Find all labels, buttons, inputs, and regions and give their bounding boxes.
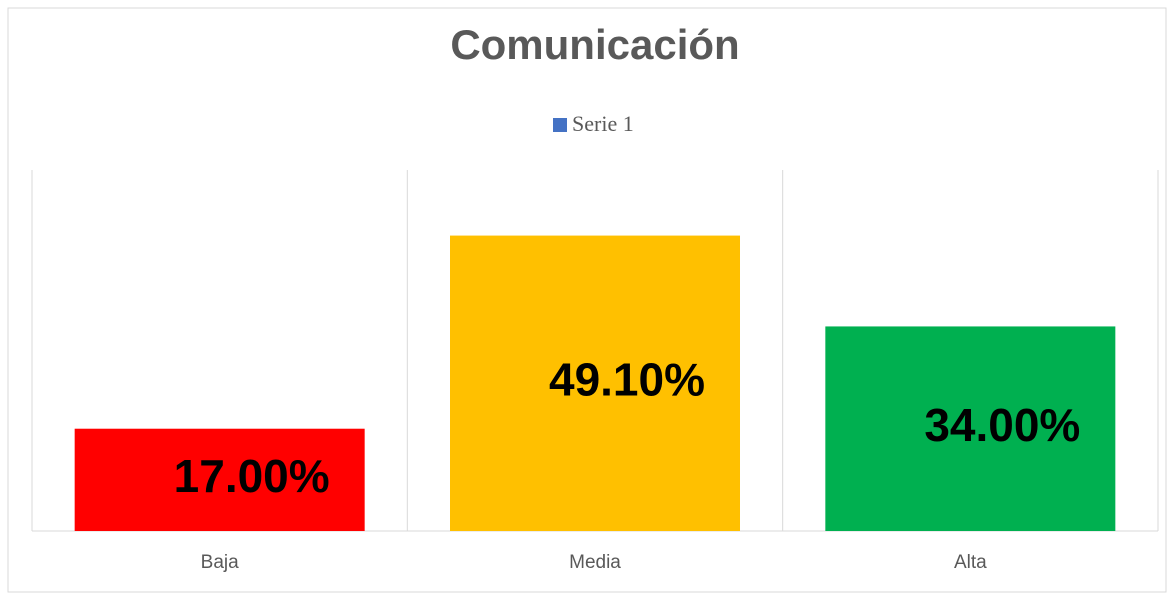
bar	[825, 326, 1116, 531]
legend-swatch	[553, 118, 567, 132]
x-tick-label: Media	[569, 552, 621, 573]
legend-label: Serie 1	[572, 111, 634, 136]
chart-title: Comunicación	[450, 21, 739, 68]
x-tick-label: Baja	[201, 552, 239, 573]
bar	[74, 428, 365, 531]
data-label: 34.00%	[924, 399, 1080, 451]
data-label: 17.00%	[174, 450, 330, 502]
x-tick-label: Alta	[954, 552, 987, 573]
data-label: 49.10%	[549, 353, 705, 405]
bar	[450, 235, 740, 531]
